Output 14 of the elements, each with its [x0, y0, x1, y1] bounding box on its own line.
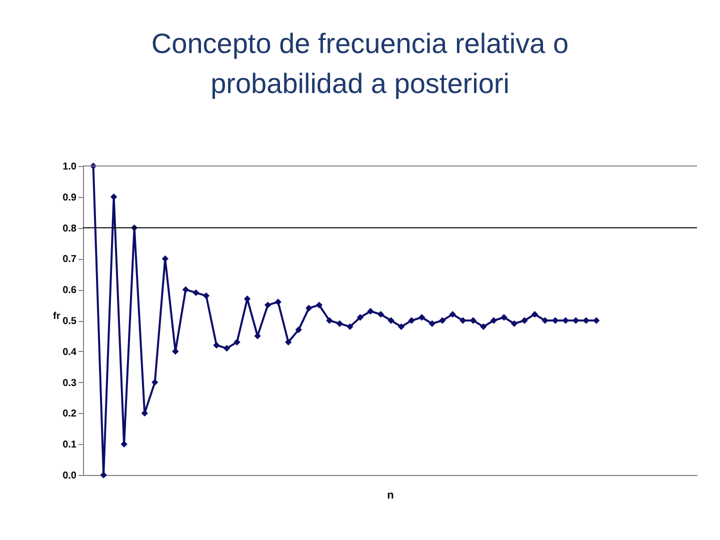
y-tick-label: 0.1: [62, 440, 77, 451]
x-axis-title: n: [387, 490, 394, 502]
y-tick-label: 0.8: [62, 223, 77, 234]
y-tick-label: 1.0: [62, 162, 77, 172]
y-tick-label: 0.2: [62, 408, 77, 420]
y-axis-title: fr: [52, 311, 60, 322]
y-tick-label: 0.4: [62, 346, 77, 358]
y-tick-label: 0.9: [62, 192, 77, 204]
chart-title: Concepto de frecuencia relativa o probabilidad a posteriori: [151, 28, 569, 99]
y-tick-label: 0.7: [62, 254, 77, 266]
y-tick-label: 0.5: [62, 316, 77, 327]
y-tick-label: 0.6: [62, 285, 77, 296]
y-tick-label: 0.3: [62, 378, 77, 389]
y-tick-label: 0.0: [62, 470, 77, 482]
